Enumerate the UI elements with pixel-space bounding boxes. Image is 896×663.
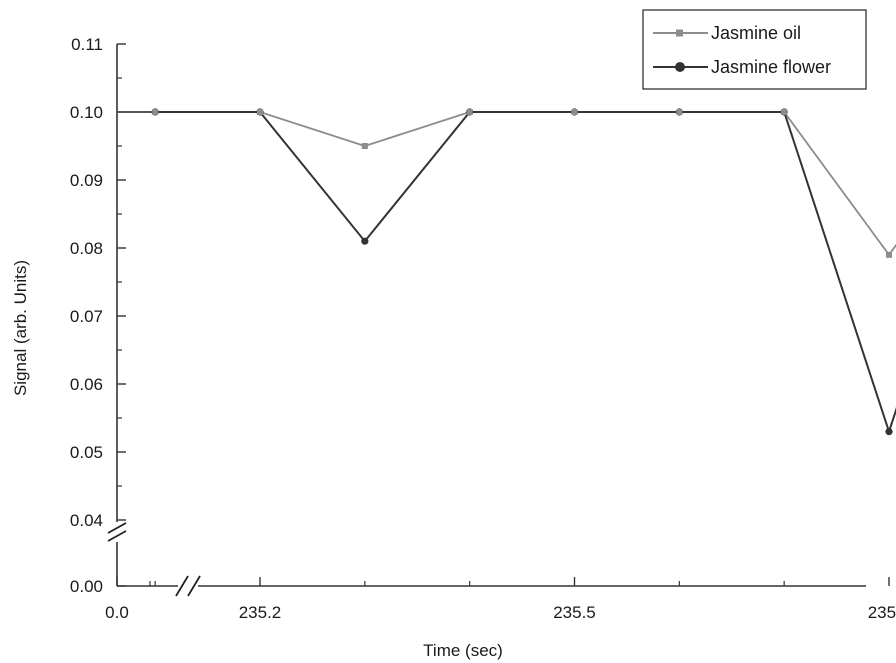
y-tick-label: 0.09 xyxy=(70,171,103,190)
data-point xyxy=(676,109,683,115)
legend: Jasmine oil Jasmine flower xyxy=(642,9,867,90)
series-jasmine-flower xyxy=(155,111,896,435)
data-point xyxy=(781,109,788,115)
legend-box xyxy=(642,9,867,90)
series-line xyxy=(155,111,896,435)
x-axis-break-mark xyxy=(187,575,201,597)
x-axis-break-mark xyxy=(175,575,189,597)
axis-ticks: 0.00 0.04 0.05 0.06 0.07 0.08 0.09 0.10 0.11 0.0 2… xyxy=(70,35,896,622)
series-markers xyxy=(152,109,892,258)
y-tick-label: 0.10 xyxy=(70,103,103,122)
x-axis-title: Time (sec) xyxy=(423,641,503,660)
data-point xyxy=(466,109,473,115)
axes xyxy=(107,44,866,597)
y-axis-title: Signal (arb. Units) xyxy=(11,260,30,396)
legend-marker xyxy=(675,62,685,72)
y-axis-break-mark xyxy=(107,530,127,542)
data-point xyxy=(152,109,159,115)
data-point xyxy=(361,237,369,245)
series-line xyxy=(155,111,896,257)
data-point xyxy=(361,143,368,149)
x-tick-label: 235.5 xyxy=(553,603,596,622)
data-point xyxy=(571,109,578,115)
series-markers xyxy=(151,108,893,436)
y-tick-label: 0.07 xyxy=(70,307,103,326)
series-group xyxy=(117,108,896,436)
x-tick-label: 0.0 xyxy=(105,603,129,622)
data-point xyxy=(885,428,893,436)
legend-item: Jasmine flower xyxy=(653,57,831,77)
y-tick-label: 0.00 xyxy=(70,577,103,596)
legend-marker xyxy=(676,29,683,37)
x-tick-label: 235.2 xyxy=(239,603,282,622)
y-tick-label: 0.11 xyxy=(71,35,103,54)
y-tick-label: 0.04 xyxy=(70,511,103,530)
legend-label: Jasmine flower xyxy=(711,57,831,77)
legend-label: Jasmine oil xyxy=(711,23,801,43)
y-tick-label: 0.06 xyxy=(70,375,103,394)
data-point xyxy=(257,109,263,115)
y-axis-break-mark xyxy=(107,522,127,534)
x-tick-label: 235.8 xyxy=(868,603,896,622)
y-tick-label: 0.05 xyxy=(70,443,103,462)
data-point xyxy=(885,251,892,258)
series-jasmine-oil xyxy=(155,111,896,257)
legend-item: Jasmine oil xyxy=(653,23,801,43)
y-tick-label: 0.08 xyxy=(70,239,103,258)
